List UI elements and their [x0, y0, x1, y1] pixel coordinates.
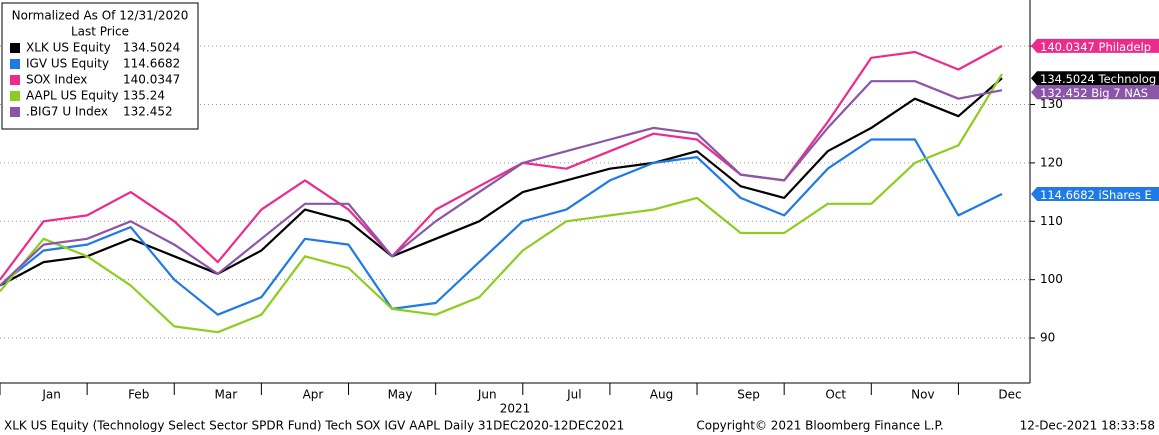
series-line — [0, 77, 1003, 287]
legend-label: XLK US Equity — [26, 41, 111, 55]
legend-swatch — [10, 91, 20, 101]
x-tick-label: Jun — [477, 388, 497, 402]
legend-label: IGV US Equity — [26, 57, 109, 71]
x-tick-label: Dec — [998, 388, 1021, 402]
tag-text: 140.0347 Philadelp — [1040, 39, 1151, 53]
y-tick-label: 90 — [1040, 331, 1055, 345]
tag-value: 134.5024 — [1040, 72, 1095, 86]
tag-box — [1031, 187, 1159, 202]
footer-right: 12-Dec-2021 18:33:58 — [1020, 419, 1155, 433]
tag-box — [1031, 38, 1159, 53]
tag-name: Big 7 NAS — [1091, 86, 1148, 100]
legend-subtitle: Last Price — [71, 25, 129, 39]
series-line — [0, 138, 1003, 316]
footer-left: XLK US Equity (Technology Select Sector … — [4, 419, 624, 433]
legend-swatch — [10, 75, 20, 85]
legend: Normalized As Of 12/31/2020 Last Price XLK… — [1, 2, 199, 130]
tag-value: 114.6682 — [1040, 188, 1095, 202]
legend-value: 114.6682 — [123, 57, 180, 71]
tag-box — [1031, 71, 1159, 86]
legend-value: 134.5024 — [123, 41, 180, 55]
y-tick-label: 100 — [1040, 272, 1063, 286]
tag-text: 132.452 Big 7 NAS — [1040, 86, 1148, 100]
tag-name: iShares E — [1099, 188, 1152, 202]
series-tag: 134.5024 Technolog — [1031, 71, 1159, 86]
series-tag: 132.452 Big 7 NAS — [1031, 85, 1159, 100]
x-tick-label: Nov — [911, 388, 934, 402]
tag-value: 140.0347 — [1040, 39, 1095, 53]
x-tick-label: Apr — [303, 388, 324, 402]
legend-value: 140.0347 — [123, 73, 180, 87]
y-tick-label: 120 — [1040, 155, 1063, 169]
legend-swatch — [10, 43, 20, 53]
x-tick-label: May — [388, 388, 413, 402]
tag-text: 134.5024 Technolog — [1040, 72, 1156, 86]
x-tick-label: Sep — [737, 388, 760, 402]
legend-label: AAPL US Equity — [26, 89, 119, 103]
legend-label: .BIG7 U Index — [26, 105, 108, 119]
legend-title: Normalized As Of 12/31/2020 — [12, 9, 189, 23]
legend-value: 132.452 — [123, 105, 173, 119]
series-line — [0, 73, 1003, 334]
series-line — [0, 80, 1003, 287]
y-tick-label: 110 — [1040, 214, 1063, 228]
tag-value: 132.452 — [1040, 86, 1088, 100]
legend-swatch — [10, 107, 20, 117]
legend-swatch — [10, 59, 20, 69]
tag-text: 114.6682 iShares E — [1040, 188, 1152, 202]
legend-value: 135.24 — [123, 89, 165, 103]
tag-name: Philadelp — [1099, 39, 1152, 53]
x-tick-label: Jul — [566, 388, 581, 402]
x-axis-label: 2021 — [500, 402, 531, 416]
x-tick-label: Jan — [41, 388, 61, 402]
tag-name: Technolog — [1098, 72, 1157, 86]
tag-box — [1031, 85, 1159, 100]
series-line — [0, 44, 1003, 281]
legend-label: SOX Index — [26, 73, 87, 87]
y-tick-label: 130 — [1040, 97, 1063, 111]
x-tick-label: Oct — [825, 388, 846, 402]
x-tick-label: Aug — [650, 388, 673, 402]
footer-center: Copyright© 2021 Bloomberg Finance L.P. — [696, 419, 943, 433]
series-tag: 114.6682 iShares E — [1031, 187, 1159, 202]
x-tick-label: Feb — [128, 388, 149, 402]
series-tag: 140.0347 Philadelp — [1031, 38, 1159, 53]
legend-box — [1, 2, 199, 130]
x-tick-label: Mar — [215, 388, 238, 402]
